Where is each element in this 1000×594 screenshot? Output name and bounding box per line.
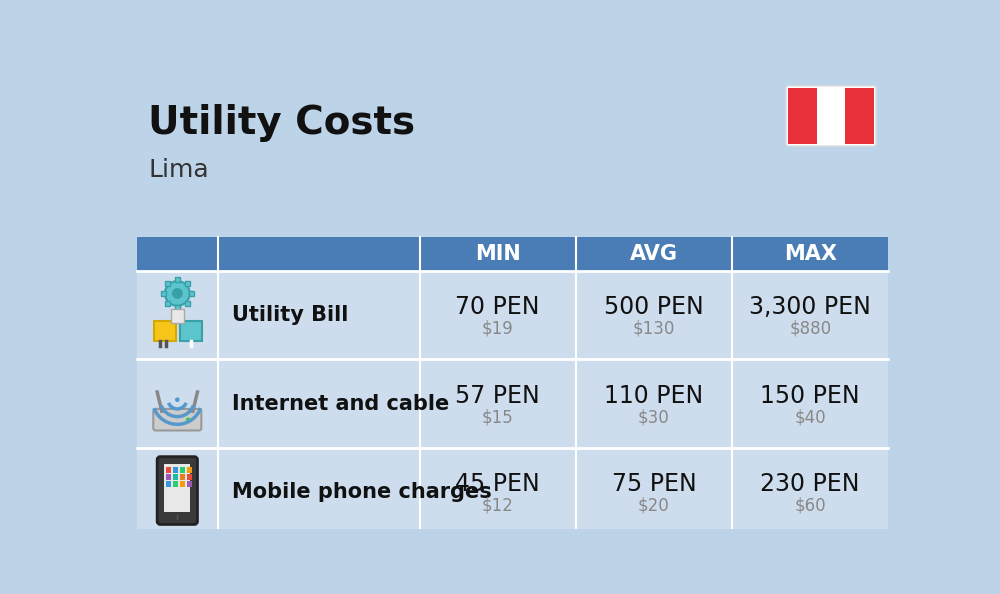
Bar bbox=[166, 467, 171, 473]
Text: MAX: MAX bbox=[784, 244, 837, 264]
Bar bbox=[187, 475, 192, 480]
Text: 500 PEN: 500 PEN bbox=[604, 295, 704, 320]
Bar bbox=[187, 481, 192, 486]
Bar bbox=[173, 467, 178, 473]
Text: 230 PEN: 230 PEN bbox=[760, 472, 860, 497]
Text: 75 PEN: 75 PEN bbox=[612, 472, 696, 497]
Text: $130: $130 bbox=[633, 320, 675, 338]
Text: AVG: AVG bbox=[630, 244, 678, 264]
Bar bbox=[164, 465, 190, 512]
Text: $30: $30 bbox=[638, 409, 670, 426]
Bar bbox=[173, 475, 178, 480]
Bar bbox=[185, 301, 190, 305]
Polygon shape bbox=[788, 89, 817, 144]
Text: 45 PEN: 45 PEN bbox=[455, 472, 540, 497]
Bar bbox=[165, 301, 170, 305]
Bar bbox=[165, 282, 170, 286]
Text: Internet and cable: Internet and cable bbox=[232, 394, 449, 413]
Bar bbox=[161, 291, 166, 296]
Polygon shape bbox=[845, 89, 874, 144]
Text: $19: $19 bbox=[482, 320, 514, 338]
Text: MIN: MIN bbox=[475, 244, 521, 264]
FancyBboxPatch shape bbox=[153, 409, 201, 431]
Bar bbox=[185, 282, 190, 286]
Text: Utility Bill: Utility Bill bbox=[232, 305, 348, 325]
Text: Mobile phone charges: Mobile phone charges bbox=[232, 482, 492, 502]
Text: Utility Costs: Utility Costs bbox=[148, 103, 415, 141]
Bar bbox=[180, 321, 202, 341]
Text: $15: $15 bbox=[482, 409, 514, 426]
Bar bbox=[180, 481, 185, 486]
FancyBboxPatch shape bbox=[786, 86, 876, 146]
Bar bbox=[137, 448, 888, 536]
Bar bbox=[166, 481, 171, 486]
FancyBboxPatch shape bbox=[157, 457, 197, 525]
Bar bbox=[137, 237, 888, 271]
Text: $12: $12 bbox=[482, 497, 514, 515]
Circle shape bbox=[172, 288, 183, 299]
Text: Lima: Lima bbox=[148, 157, 209, 182]
Text: 3,300 PEN: 3,300 PEN bbox=[749, 295, 871, 320]
Text: 110 PEN: 110 PEN bbox=[604, 384, 704, 408]
Bar bbox=[187, 467, 192, 473]
Text: 150 PEN: 150 PEN bbox=[760, 384, 860, 408]
Text: 70 PEN: 70 PEN bbox=[455, 295, 540, 320]
Bar bbox=[180, 475, 185, 480]
Bar bbox=[180, 467, 185, 473]
Bar bbox=[166, 475, 171, 480]
Circle shape bbox=[175, 397, 180, 402]
Bar bbox=[137, 271, 888, 359]
Bar bbox=[189, 291, 194, 296]
Text: $40: $40 bbox=[794, 409, 826, 426]
Circle shape bbox=[186, 418, 190, 422]
Text: 57 PEN: 57 PEN bbox=[455, 384, 540, 408]
Bar bbox=[171, 309, 184, 323]
Text: $20: $20 bbox=[638, 497, 670, 515]
Bar bbox=[137, 359, 888, 448]
Text: $60: $60 bbox=[794, 497, 826, 515]
Text: $880: $880 bbox=[789, 320, 831, 338]
Bar bbox=[154, 321, 176, 341]
Bar bbox=[175, 277, 180, 282]
Bar bbox=[173, 481, 178, 486]
Bar bbox=[175, 305, 180, 309]
Circle shape bbox=[165, 281, 190, 306]
